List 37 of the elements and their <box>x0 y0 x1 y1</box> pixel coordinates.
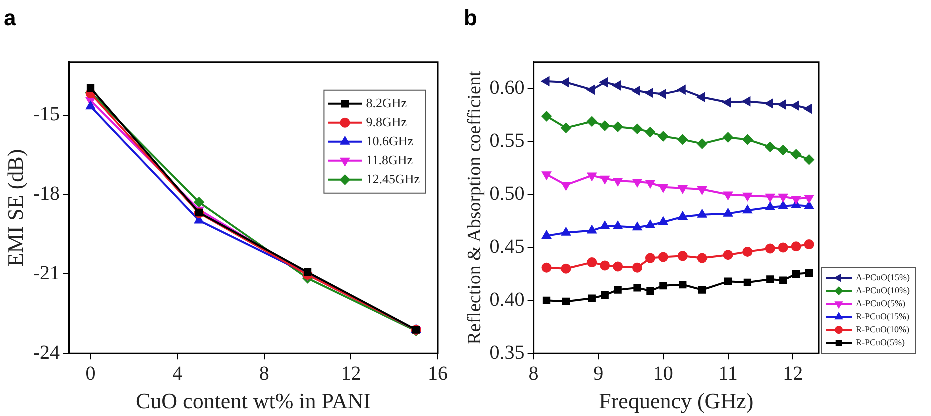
x-tick-label: 11 <box>718 362 738 385</box>
y-tick-label: 0.45 <box>490 236 525 258</box>
x-tick-label: 8 <box>259 362 270 385</box>
x-tick-label: 16 <box>428 362 448 385</box>
x-tick-label: 4 <box>172 362 183 385</box>
y-tick-label: -24 <box>33 342 60 364</box>
legend-label: R-PCuO(5%) <box>856 337 905 348</box>
legend-label: A-PCuO(15%) <box>856 272 910 282</box>
y-tick-label: -15 <box>33 104 60 126</box>
y-tick-label: -18 <box>33 183 60 206</box>
y-tick-label: 0.55 <box>490 130 525 152</box>
chart-title: b <box>464 5 478 30</box>
legend-label: R-PCuO(15%) <box>856 311 910 322</box>
x-tick-label: 0 <box>86 362 96 385</box>
legend-label: 10.6GHz <box>366 133 414 148</box>
x-axis-title: CuO content wt% in PANI <box>136 388 372 414</box>
legend-label: A-PCuO(10%) <box>856 285 910 296</box>
legend-label: 9.8GHz <box>366 114 408 130</box>
y-tick-label: 0.40 <box>490 288 525 311</box>
y-tick-label: 0.35 <box>490 342 525 364</box>
legend-label: 12.45GHz <box>366 171 420 186</box>
y-tick-label: 0.60 <box>490 77 525 100</box>
y-tick-label: -21 <box>33 262 60 284</box>
x-axis-title: Frequency (GHz) <box>599 388 754 414</box>
chart-title: a <box>4 5 17 30</box>
x-tick-label: 12 <box>783 362 804 385</box>
legend-label: 8.2GHz <box>366 95 408 110</box>
y-axis-title: Reflection & Absorption coefficient <box>464 70 486 345</box>
legend-label: R-PCuO(10%) <box>856 324 910 334</box>
x-tick-label: 8 <box>528 362 539 385</box>
legend-label: 11.8GHz <box>366 152 414 168</box>
y-tick-label: 0.50 <box>490 183 525 206</box>
y-axis-title: EMI SE (dB) <box>2 149 28 267</box>
legend-label: A-PCuO(5%) <box>856 298 906 308</box>
x-tick-label: 10 <box>653 362 674 385</box>
x-tick-label: 9 <box>594 362 604 385</box>
x-tick-label: 12 <box>341 362 362 385</box>
